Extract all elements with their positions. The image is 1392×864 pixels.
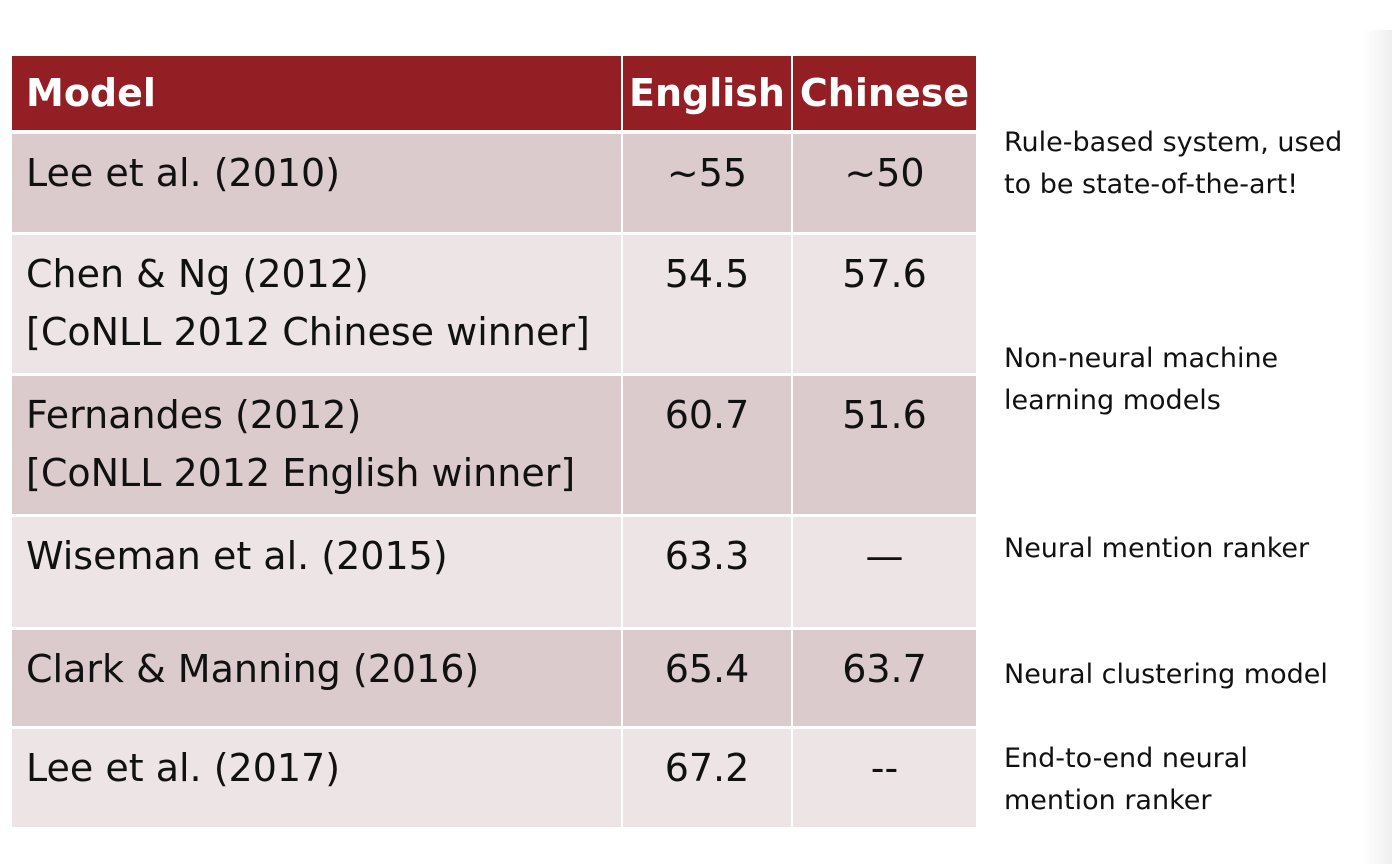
english-score: 60.7 bbox=[621, 374, 792, 517]
annotation-rule-based: Rule-based system, used to be state-of-t… bbox=[1004, 122, 1342, 206]
model-name: Lee et al. (2017) bbox=[26, 746, 341, 790]
english-score: 65.4 bbox=[621, 628, 792, 729]
model-cell: Wiseman et al. (2015) bbox=[12, 515, 622, 630]
model-name: Clark & Manning (2016) bbox=[26, 647, 480, 691]
results-table: Model English Chinese Lee et al. (2010) … bbox=[12, 56, 976, 827]
table-row: Lee et al. (2017) 67.2 -- bbox=[12, 727, 976, 827]
english-score: 67.2 bbox=[621, 727, 792, 827]
annotation-non-neural: Non-neural machine learning models bbox=[1004, 338, 1278, 422]
header-chinese: Chinese bbox=[791, 56, 976, 134]
model-name: Chen & Ng (2012) bbox=[26, 252, 369, 296]
chinese-score: 51.6 bbox=[791, 374, 976, 517]
model-name: Fernandes (2012) bbox=[26, 393, 362, 437]
annotation-line: Rule-based system, used bbox=[1004, 127, 1343, 158]
header-model: Model bbox=[12, 56, 622, 134]
chinese-score: 63.7 bbox=[791, 628, 976, 729]
header-english: English bbox=[621, 56, 792, 134]
model-cell: Lee et al. (2017) bbox=[12, 727, 622, 827]
annotation-neural-clustering: Neural clustering model bbox=[1004, 654, 1328, 696]
model-cell: Clark & Manning (2016) bbox=[12, 628, 622, 729]
annotation-line: Non-neural machine bbox=[1004, 343, 1279, 374]
model-name: Lee et al. (2010) bbox=[26, 151, 341, 195]
annotation-line: End-to-end neural bbox=[1004, 743, 1248, 774]
english-score: 54.5 bbox=[621, 233, 792, 376]
header-row: Model English Chinese bbox=[12, 56, 976, 134]
model-cell: Lee et al. (2010) bbox=[12, 132, 622, 235]
annotation-line: to be state-of-the-art! bbox=[1004, 169, 1299, 200]
chinese-score: 57.6 bbox=[791, 233, 976, 376]
table-row: Chen & Ng (2012) [CoNLL 2012 Chinese win… bbox=[12, 233, 976, 376]
annotation-line: Neural mention ranker bbox=[1004, 533, 1310, 564]
chinese-score: ~50 bbox=[791, 132, 976, 235]
chinese-score: — bbox=[791, 515, 976, 630]
english-score: 63.3 bbox=[621, 515, 792, 630]
table-row: Fernandes (2012) [CoNLL 2012 English win… bbox=[12, 374, 976, 517]
chinese-score: -- bbox=[791, 727, 976, 827]
table-row: Clark & Manning (2016) 65.4 63.7 bbox=[12, 628, 976, 729]
model-cell: Chen & Ng (2012) [CoNLL 2012 Chinese win… bbox=[12, 233, 622, 376]
table-row: Lee et al. (2010) ~55 ~50 bbox=[12, 132, 976, 235]
slide-edge-shadow bbox=[1362, 30, 1392, 864]
model-note: [CoNLL 2012 Chinese winner] bbox=[26, 310, 590, 354]
annotation-end-to-end: End-to-end neural mention ranker bbox=[1004, 738, 1248, 822]
model-name: Wiseman et al. (2015) bbox=[26, 534, 448, 578]
model-cell: Fernandes (2012) [CoNLL 2012 English win… bbox=[12, 374, 622, 517]
annotation-line: learning models bbox=[1004, 385, 1221, 416]
annotation-line: Neural clustering model bbox=[1004, 659, 1328, 690]
model-note: [CoNLL 2012 English winner] bbox=[26, 451, 576, 495]
annotation-neural-ranker: Neural mention ranker bbox=[1004, 528, 1309, 570]
table-row: Wiseman et al. (2015) 63.3 — bbox=[12, 515, 976, 630]
english-score: ~55 bbox=[621, 132, 792, 235]
annotation-line: mention ranker bbox=[1004, 785, 1212, 816]
